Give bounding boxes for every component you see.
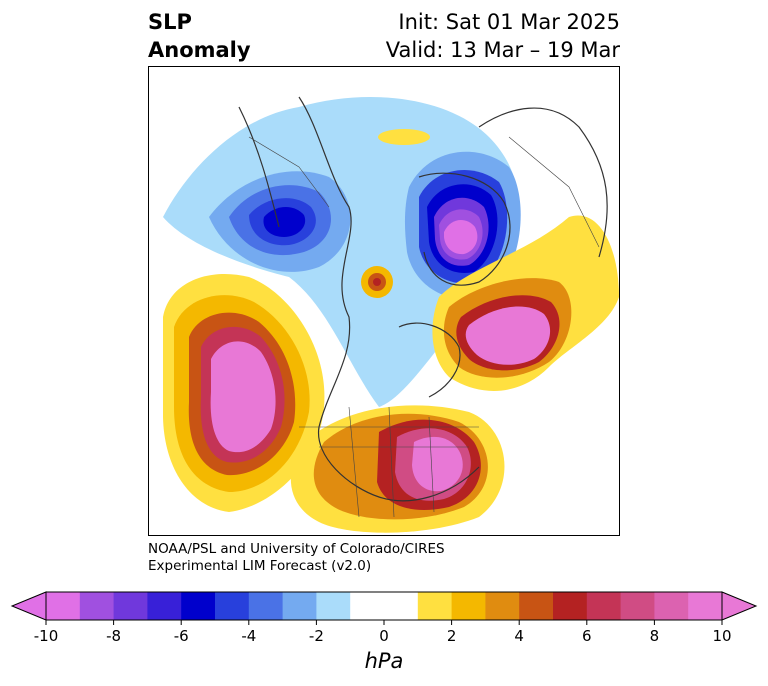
- colorbar-tick-label: 2: [447, 627, 457, 645]
- chart-title: SLP Anomaly: [148, 8, 251, 64]
- colorbar-tick-label: 4: [514, 627, 524, 645]
- title-line-2: Anomaly: [148, 38, 251, 62]
- political-borders: [248, 136, 600, 518]
- colorbar-under-arrow: [10, 591, 47, 621]
- colorbar-cell: [282, 592, 317, 620]
- colorbar-ticks: -10 -8 -6 -4 -2 0 2 4 6 8 10: [34, 620, 732, 645]
- colorbar-tick-label: -6: [174, 627, 189, 645]
- colorbar-tick-label: 8: [650, 627, 660, 645]
- colorbar-cell: [147, 592, 182, 620]
- credit-text: NOAA/PSL and University of Colorado/CIRE…: [148, 541, 445, 575]
- colorbar-tick-label: -2: [309, 627, 324, 645]
- colorbar-tick-label: 6: [582, 627, 592, 645]
- anomaly-map: [148, 66, 620, 536]
- colorbar-unit: hPa: [364, 649, 404, 673]
- title-line-1: SLP: [148, 10, 192, 34]
- colorbar-cell: [586, 592, 622, 620]
- colorbar-cell: [350, 592, 385, 620]
- colorbar-cell: [215, 592, 250, 620]
- colorbar-cell: [79, 592, 115, 620]
- valid-range: Valid: 13 Mar – 19 Mar: [385, 38, 620, 62]
- colorbar-cell: [316, 592, 351, 620]
- forecast-dates: Init: Sat 01 Mar 2025 Valid: 13 Mar – 19…: [386, 8, 620, 64]
- colorbar-cell: [248, 592, 284, 620]
- colorbar-cell: [384, 592, 419, 620]
- colorbar-cell: [181, 592, 216, 620]
- colorbar-cell: [553, 592, 588, 620]
- colorbar: -10 -8 -6 -4 -2 0 2 4 6 8 10: [10, 591, 758, 645]
- colorbar-cell: [417, 592, 453, 620]
- colorbar-cell: [451, 592, 486, 620]
- credit-line-2: Experimental LIM Forecast (v2.0): [148, 558, 372, 574]
- colorbar-cell: [688, 592, 723, 620]
- colorbar-cell: [654, 592, 689, 620]
- colorbar-cell: [46, 592, 81, 620]
- colorbar-cell: [620, 592, 655, 620]
- colorbar-cells: [10, 591, 758, 621]
- colorbar-cell: [485, 592, 520, 620]
- colorbar-tick-label: -4: [241, 627, 256, 645]
- map-svg: [163, 96, 619, 533]
- colorbar-tick-label: -10: [34, 627, 59, 645]
- coastlines: [238, 96, 608, 502]
- credit-line-1: NOAA/PSL and University of Colorado/CIRE…: [148, 541, 445, 557]
- colorbar-cell: [519, 592, 554, 620]
- positive-anomaly-field: [163, 129, 619, 533]
- colorbar-tick-label: -8: [106, 627, 121, 645]
- colorbar-tick-label: 0: [379, 627, 389, 645]
- colorbar-cell: [113, 592, 148, 620]
- init-date: Init: Sat 01 Mar 2025: [398, 10, 620, 34]
- colorbar-over-arrow: [721, 591, 758, 621]
- colorbar-tick-label: 10: [712, 627, 731, 645]
